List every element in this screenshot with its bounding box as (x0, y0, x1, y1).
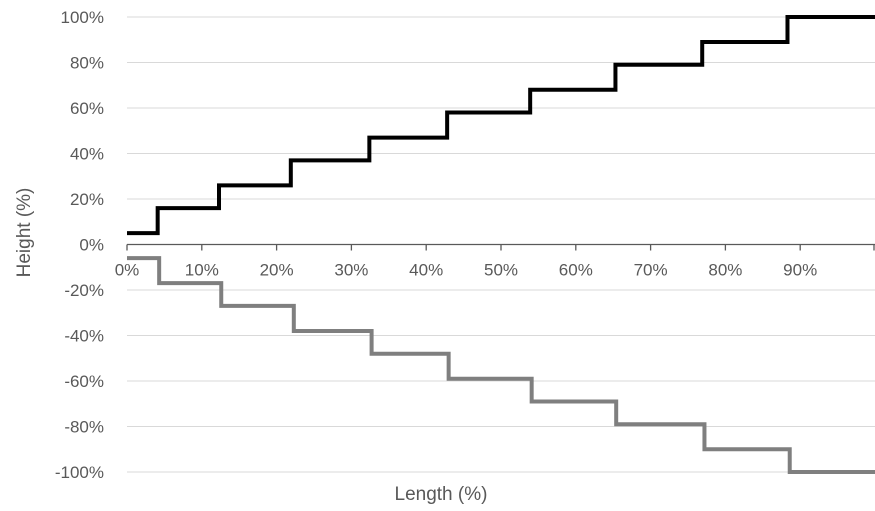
y-tick-label: 100% (61, 8, 104, 27)
x-tick-label: 40% (409, 261, 443, 280)
x-axis (126, 243, 875, 251)
series-line-2 (127, 256, 875, 474)
x-tick-label: 50% (484, 261, 518, 280)
x-tick-label: 10% (185, 261, 219, 280)
series-line-1 (127, 15, 875, 236)
y-tick-labels: 100% 80% 60% 40% 20% 0% -20% -40% -60% -80% -100% (55, 8, 104, 482)
y-tick-label: -100% (55, 463, 104, 482)
x-axis-title: Length (%) (395, 484, 488, 505)
x-tick-label: 80% (708, 261, 742, 280)
x-tick-label: 0% (115, 261, 140, 280)
x-tick-label: 70% (634, 261, 668, 280)
y-tick-label: -60% (64, 372, 104, 391)
y-tick-label: -20% (64, 281, 104, 300)
y-tick-label: -80% (64, 418, 104, 437)
y-tick-label: 0% (79, 236, 104, 255)
y-tick-label: -40% (64, 327, 104, 346)
x-tick-label: 20% (260, 261, 294, 280)
x-tick-label: 90% (783, 261, 817, 280)
x-tick-label: 60% (559, 261, 593, 280)
series-lines (127, 15, 875, 474)
y-tick-label: 80% (70, 54, 104, 73)
y-axis-title: Height (%) (14, 188, 35, 278)
gridlines (127, 16, 875, 473)
x-tick-label: 30% (334, 261, 368, 280)
y-tick-label: 40% (70, 145, 104, 164)
y-tick-label: 20% (70, 190, 104, 209)
x-tick-labels: 0% 10% 20% 30% 40% 50% 60% 70% 80% 90% (115, 261, 818, 280)
y-tick-label: 60% (70, 99, 104, 118)
